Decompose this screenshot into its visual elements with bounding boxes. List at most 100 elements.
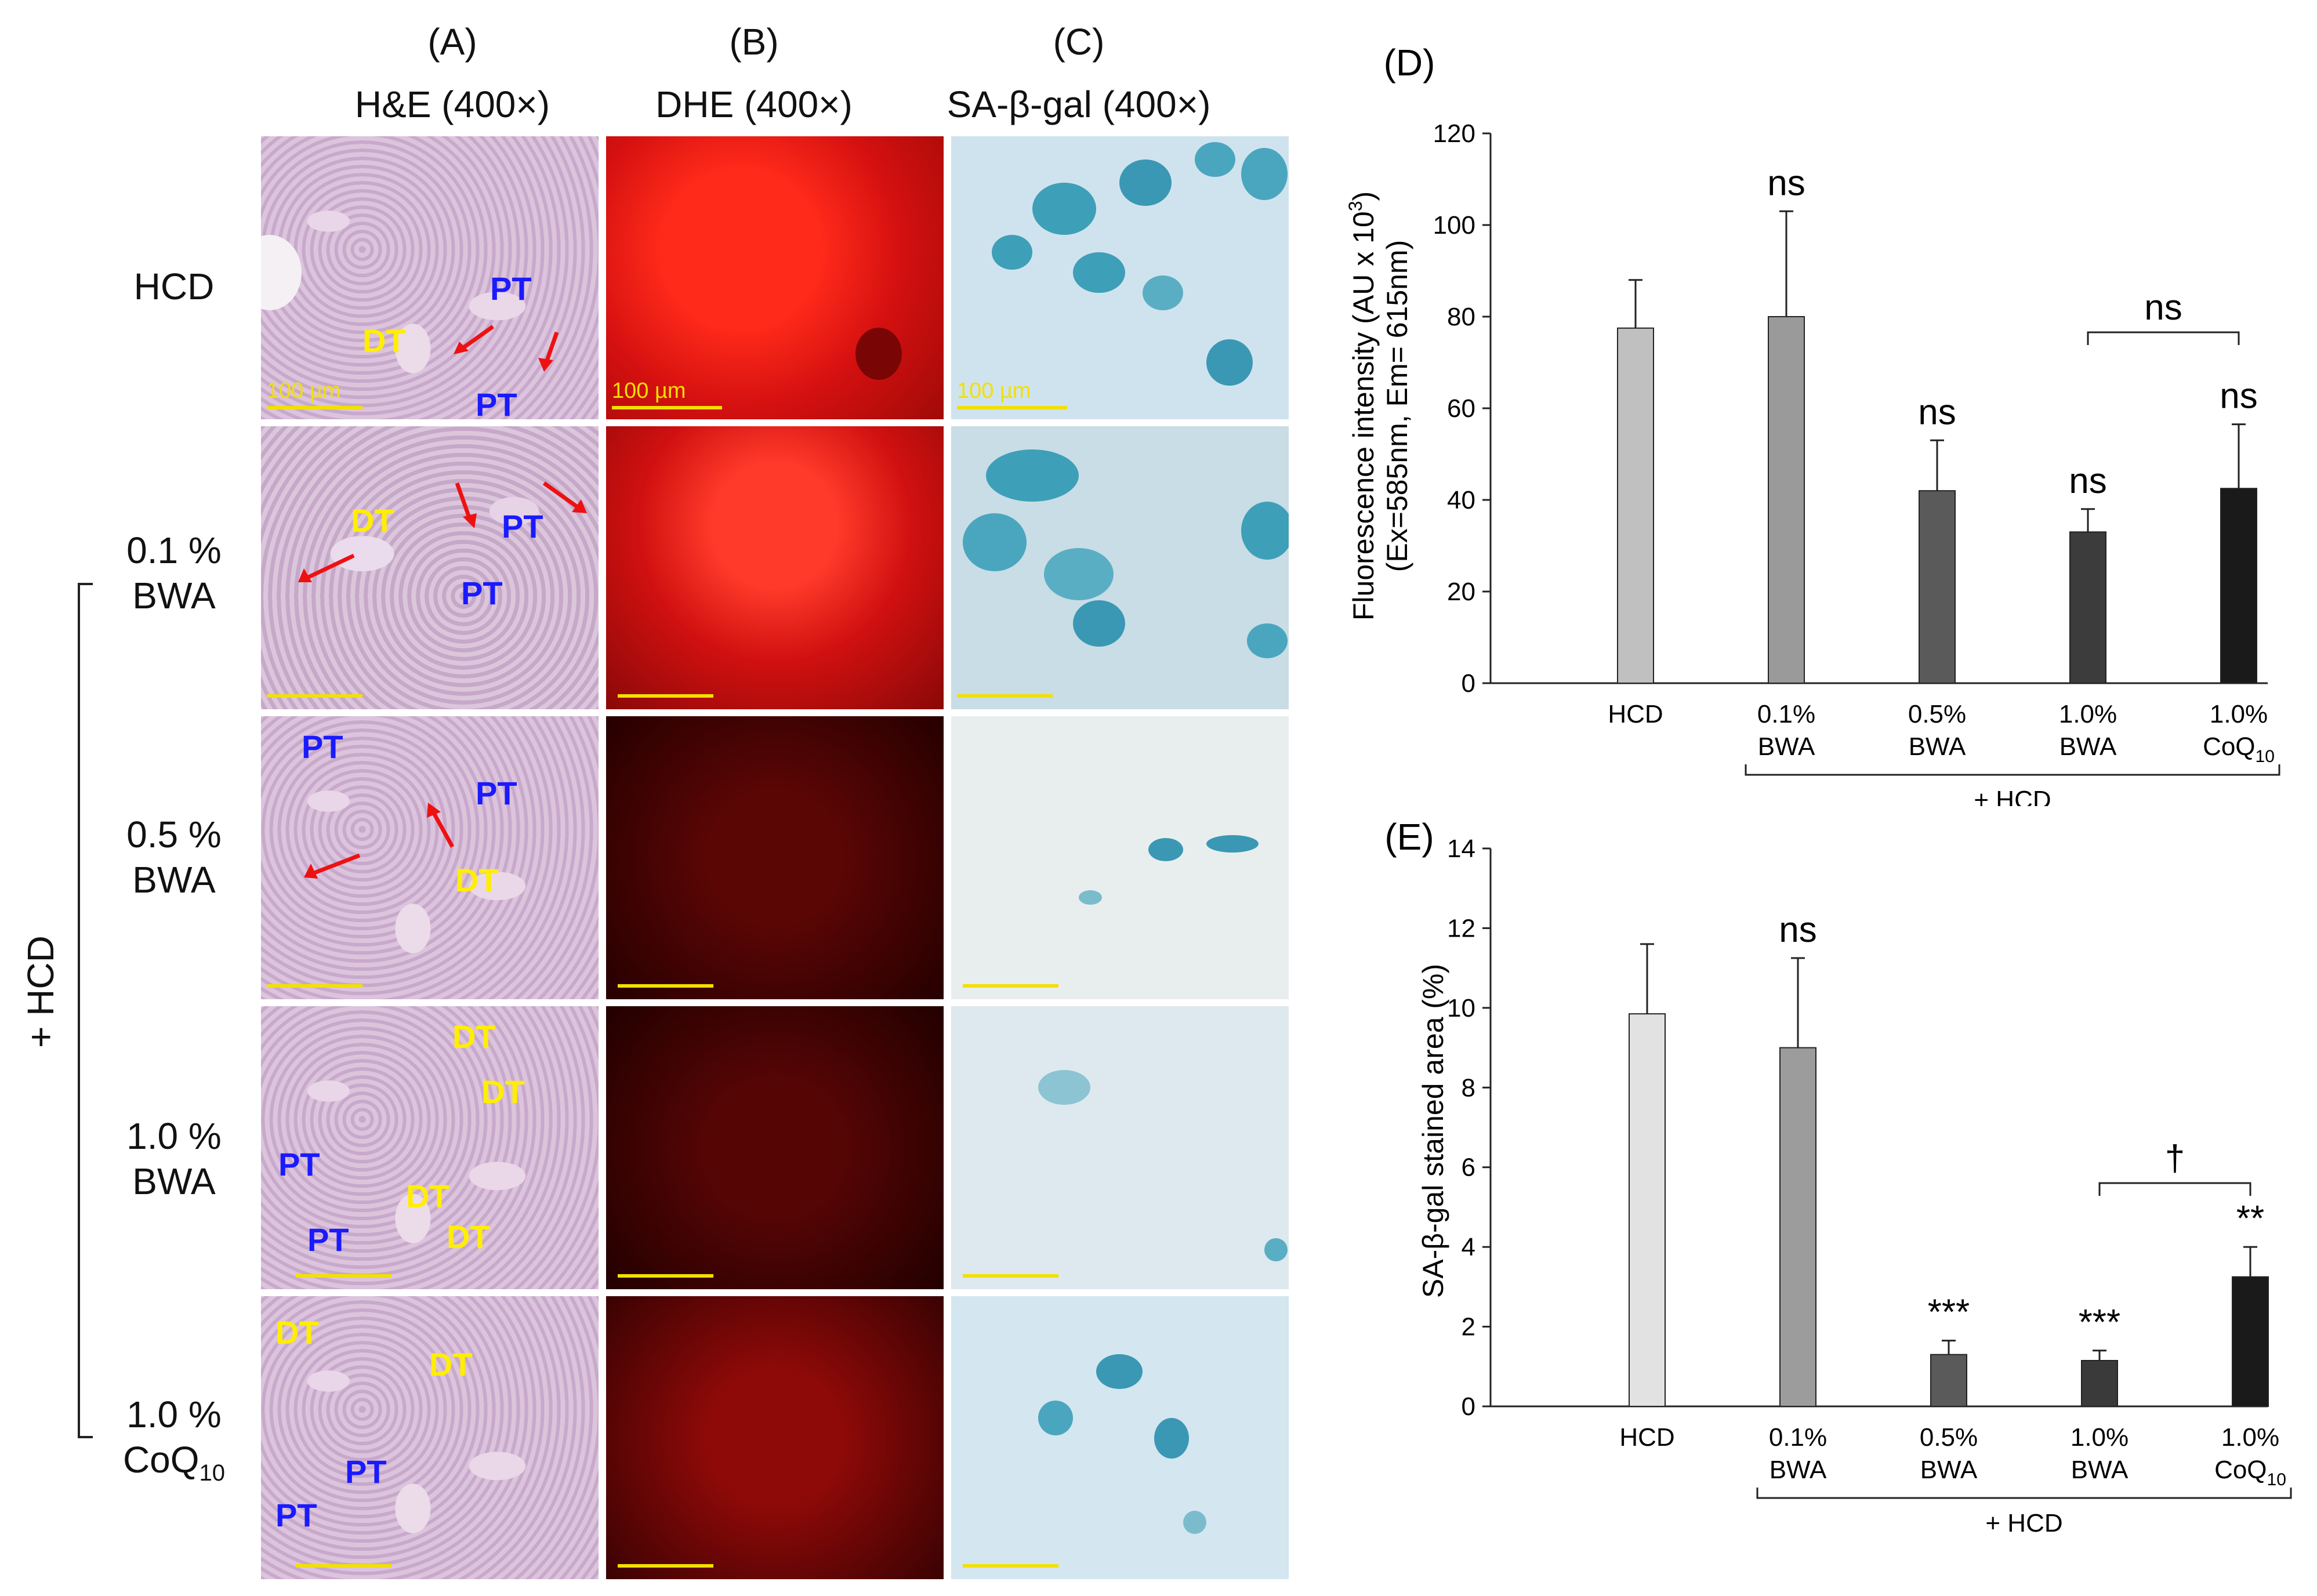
- arrow-icon: [542, 481, 587, 513]
- arrow-icon: [304, 853, 361, 879]
- scale-bar: [957, 406, 1067, 409]
- bar: [1629, 1013, 1666, 1407]
- dt-label: DT: [362, 322, 406, 359]
- bar: [1919, 490, 1956, 684]
- scale-bar: [618, 1564, 713, 1568]
- y-tick-label: 100: [1433, 211, 1475, 240]
- sagal-panel-10-coq10: [951, 1296, 1289, 1579]
- scale-bar-label: 100 µm: [267, 379, 341, 403]
- scale-bar: [963, 984, 1058, 988]
- y-tick-label: 120: [1433, 119, 1475, 148]
- blue-stain: [1119, 159, 1172, 206]
- significance-label: ns: [1779, 910, 1816, 950]
- y-tick-label: 0: [1462, 669, 1475, 698]
- dhe-panel-05-bwa: [606, 716, 944, 999]
- scale-bar: [296, 1564, 391, 1568]
- pt-label: PT: [490, 270, 532, 307]
- panel-letter: (D): [1384, 42, 1435, 84]
- blue-stain: [1038, 1070, 1090, 1105]
- dark-spot: [855, 328, 902, 380]
- blue-stain: [1195, 142, 1235, 177]
- y-tick-label: 6: [1462, 1154, 1475, 1182]
- x-tick-label: BWA: [1770, 1456, 1827, 1484]
- significance-label: ***: [1928, 1293, 1970, 1333]
- dhe-panel-hcd: 100 µm: [606, 136, 944, 419]
- bar: [2069, 531, 2106, 684]
- blue-stain: [1247, 623, 1288, 658]
- x-tick-label: CoQ10: [2203, 732, 2275, 766]
- sagal-panel-05-bwa: [951, 716, 1289, 999]
- x-tick-label: BWA: [1920, 1456, 1978, 1484]
- scale-bar: [957, 694, 1053, 698]
- pt-label: PT: [345, 1453, 387, 1490]
- scale-bar: [618, 984, 713, 988]
- arrow-icon: [427, 803, 455, 848]
- comparison-label: †: [2165, 1138, 2185, 1178]
- comparison-label: ns: [2144, 288, 2182, 328]
- sagal-panel-hcd: 100 µm: [951, 136, 1289, 419]
- x-tick-label: BWA: [1758, 732, 1815, 761]
- arrow-icon: [298, 553, 355, 582]
- hcd-group-label: + HCD: [1974, 786, 2051, 806]
- significance-label: ***: [2079, 1303, 2120, 1343]
- row-label-line1: 1.0 %: [126, 1115, 222, 1157]
- significance-label: ns: [2069, 461, 2106, 501]
- pt-label: PT: [502, 508, 543, 545]
- column-a-title: H&E (400×): [354, 84, 550, 125]
- y-tick-label: 10: [1447, 994, 1475, 1022]
- sagal-panel-10-bwa: [951, 1006, 1289, 1289]
- significance-label: ns: [1918, 392, 1956, 432]
- row-label-01-bwa: 0.1 % BWA: [104, 528, 244, 618]
- row-label-line2: CoQ10: [122, 1439, 226, 1486]
- y-tick-label: 12: [1447, 914, 1475, 942]
- x-tick-label: 1.0%: [2059, 700, 2117, 728]
- bar: [1617, 327, 1654, 684]
- panel-letter: (E): [1384, 816, 1434, 858]
- column-c-title: SA-β-gal (400×): [947, 84, 1211, 125]
- blue-stain: [1096, 1354, 1143, 1389]
- sagal-panel-01-bwa: [951, 426, 1289, 709]
- bar: [1768, 316, 1805, 684]
- x-tick-label: HCD: [1608, 700, 1663, 728]
- blue-stain: [1032, 183, 1096, 235]
- bar: [2232, 1276, 2269, 1408]
- y-axis-label: SA-β-gal stained area (%): [1417, 964, 1449, 1298]
- y-tick-label: 0: [1462, 1392, 1475, 1421]
- blue-stain: [1241, 502, 1289, 560]
- column-b-title: DHE (400×): [655, 84, 853, 125]
- comparison-bracket: [2087, 331, 2240, 345]
- y-tick-label: 60: [1447, 394, 1475, 423]
- x-tick-label: 0.5%: [1908, 700, 1966, 728]
- y-tick-label: 8: [1462, 1073, 1475, 1102]
- scale-bar: [963, 1274, 1058, 1278]
- x-tick-label: 1.0%: [2221, 1423, 2279, 1452]
- blue-stain: [1206, 835, 1259, 853]
- x-tick-label: 0.1%: [1757, 700, 1815, 728]
- y-tick-label: 14: [1447, 835, 1475, 863]
- row-label-line2: BWA: [132, 859, 216, 901]
- pt-label: PT: [476, 775, 517, 811]
- bar: [2220, 488, 2257, 684]
- blue-stain: [1073, 252, 1125, 293]
- row-label-line1: 0.5 %: [126, 814, 222, 855]
- dt-label: DT: [351, 502, 394, 539]
- row-label-10-bwa: 1.0 % BWA: [104, 1113, 244, 1204]
- scale-bar: [963, 1564, 1058, 1568]
- hcd-group-bracket: [1745, 764, 2280, 776]
- y-tick-label: 80: [1447, 303, 1475, 331]
- bar: [1779, 1047, 1816, 1408]
- dt-label: DT: [406, 1178, 449, 1214]
- significance-label: ns: [2220, 376, 2257, 416]
- he-panel-10-coq10: DT DT PT PT: [261, 1296, 599, 1579]
- he-panel-hcd: DT PT PT 100 µm: [261, 136, 599, 419]
- hcd-group-label: + HCD: [1985, 1509, 2062, 1537]
- scale-bar: [267, 984, 362, 988]
- arrow-icon: [455, 482, 477, 528]
- pt-label: PT: [476, 386, 517, 419]
- blue-stain: [986, 449, 1079, 502]
- dhe-panel-10-bwa: [606, 1006, 944, 1289]
- bar: [1930, 1354, 1967, 1408]
- blue-stain: [1183, 1511, 1206, 1534]
- blue-stain: [1148, 838, 1183, 861]
- blue-stain: [992, 235, 1032, 270]
